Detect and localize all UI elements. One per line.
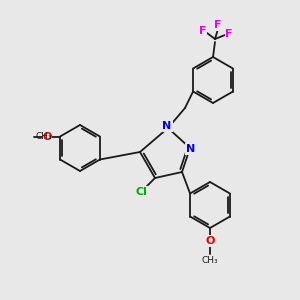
Text: F: F	[225, 29, 233, 39]
Text: CH₃: CH₃	[202, 256, 218, 265]
Text: O: O	[42, 131, 52, 142]
Text: O: O	[205, 236, 215, 246]
Text: N: N	[162, 121, 172, 131]
Text: N: N	[186, 144, 196, 154]
Text: F: F	[214, 20, 222, 30]
Text: Cl: Cl	[135, 187, 147, 197]
Text: F: F	[199, 26, 207, 36]
Text: CH₃: CH₃	[35, 132, 52, 141]
